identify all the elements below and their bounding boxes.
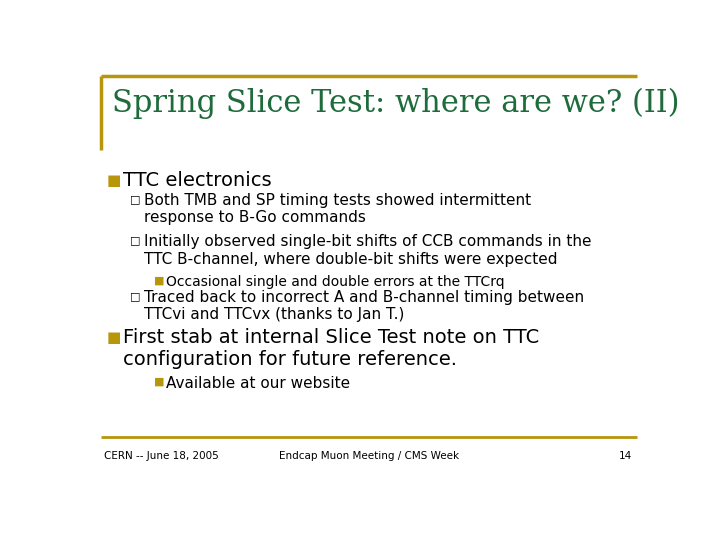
- Text: Spring Slice Test: where are we? (II): Spring Slice Test: where are we? (II): [112, 87, 679, 119]
- Text: Initially observed single-bit shifts of CCB commands in the
TTC B-channel, where: Initially observed single-bit shifts of …: [144, 234, 592, 267]
- Text: ■: ■: [107, 330, 122, 345]
- Text: Both TMB and SP timing tests showed intermittent
response to B-Go commands: Both TMB and SP timing tests showed inte…: [144, 193, 531, 225]
- Text: Available at our website: Available at our website: [166, 376, 350, 391]
- Text: □: □: [130, 236, 141, 246]
- Text: CERN -- June 18, 2005: CERN -- June 18, 2005: [104, 451, 219, 461]
- Text: Endcap Muon Meeting / CMS Week: Endcap Muon Meeting / CMS Week: [279, 451, 459, 461]
- Text: Traced back to incorrect A and B-channel timing between
TTCvi and TTCvx (thanks : Traced back to incorrect A and B-channel…: [144, 289, 585, 322]
- Text: TTC electronics: TTC electronics: [122, 171, 271, 190]
- Text: 14: 14: [619, 451, 632, 461]
- Text: Occasional single and double errors at the TTCrq: Occasional single and double errors at t…: [166, 275, 505, 289]
- Text: ■: ■: [153, 377, 164, 387]
- Text: ■: ■: [107, 173, 122, 187]
- Text: □: □: [130, 291, 141, 301]
- Text: □: □: [130, 194, 141, 204]
- Text: First stab at internal Slice Test note on TTC
configuration for future reference: First stab at internal Slice Test note o…: [122, 328, 539, 369]
- Text: ■: ■: [153, 276, 164, 286]
